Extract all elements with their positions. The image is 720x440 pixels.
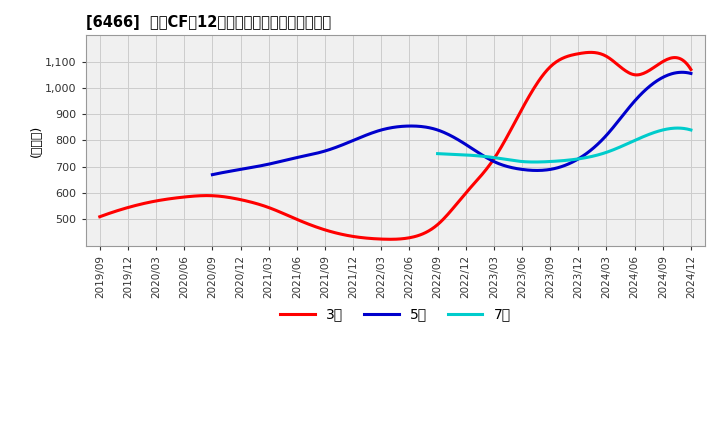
3年 [469,182,477,187]
Line: 5年: 5年 [212,72,691,175]
Legend: 3年, 5年, 7年: 3年, 5年, 7年 [274,302,516,327]
3年 [166,196,175,201]
3年 [687,67,696,72]
7年 [673,125,682,131]
3年 [526,91,535,96]
Line: 3年: 3年 [100,52,691,239]
5年 [509,165,518,171]
3年 [330,230,338,235]
7年 [618,143,626,149]
7年 [617,144,626,149]
3年 [523,95,532,101]
3年 [96,214,104,220]
5年 [687,71,696,76]
5年 [266,161,274,166]
3年 [288,215,297,220]
5年 [554,165,562,170]
7年 [531,159,539,165]
5年 [364,132,373,137]
3年 [386,237,395,242]
Y-axis label: (百万円): (百万円) [30,125,42,157]
7年 [687,127,696,132]
Text: [6466]  営業CFの12か月移動合計の平均値の推移: [6466] 営業CFの12か月移動合計の平均値の推移 [86,15,330,30]
5年 [397,124,406,129]
7年 [464,152,472,158]
7年 [433,151,442,156]
5年 [556,165,564,170]
5年 [678,70,687,75]
3年 [586,50,595,55]
7年 [534,159,543,165]
Line: 7年: 7年 [438,128,691,162]
7年 [593,152,602,158]
7年 [516,159,524,164]
5年 [208,172,217,177]
